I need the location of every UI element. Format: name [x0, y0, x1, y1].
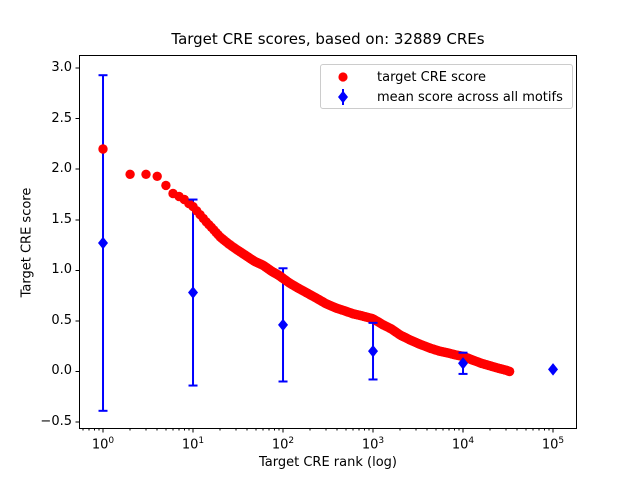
y-tick-label: 0.0 — [51, 363, 72, 379]
mean-diamond-marker — [278, 318, 289, 332]
x-axis-label: Target CRE rank (log) — [259, 455, 397, 470]
legend-item-mean-score: mean score across all motifs — [321, 87, 572, 107]
axes-spines — [79, 55, 577, 429]
y-tick-label: 3.0 — [51, 60, 72, 76]
x-tick-label: 105 — [541, 436, 565, 453]
mean-diamond-marker — [98, 236, 109, 250]
mean-diamond-marker — [188, 286, 199, 299]
x-tick-label: 100 — [91, 436, 115, 453]
mean-diamond-marker — [458, 357, 469, 370]
y-tick-label: 0.5 — [51, 312, 72, 328]
data-point — [98, 144, 108, 154]
x-tick-label: 101 — [181, 436, 205, 453]
x-tick-label: 103 — [361, 436, 385, 453]
x-tick-label: 104 — [451, 436, 475, 453]
data-point — [141, 169, 151, 179]
data-point — [161, 180, 171, 191]
legend-item-target-cre-score: target CRE score — [321, 67, 572, 87]
blue-diamond-errorbar-icon — [321, 88, 365, 106]
legend-label: mean score across all motifs — [377, 89, 563, 105]
y-tick-label: −0.5 — [40, 413, 72, 429]
y-tick-label: 2.5 — [51, 110, 72, 126]
legend: target CRE score mean score across all m… — [320, 64, 573, 109]
red-dot-icon — [321, 70, 365, 84]
mean-diamond-marker — [368, 344, 379, 358]
data-point — [504, 366, 515, 377]
x-tick-label: 102 — [271, 436, 295, 453]
mean-diamond-marker — [548, 363, 559, 376]
red-series-group — [98, 144, 515, 377]
y-tick-label: 2.0 — [51, 161, 72, 177]
y-tick-label: 1.5 — [51, 211, 72, 227]
data-point — [152, 171, 162, 181]
y-tick-label: 1.0 — [51, 262, 72, 278]
chart-title: Target CRE scores, based on: 32889 CREs — [171, 30, 485, 48]
data-point — [125, 169, 135, 179]
legend-label: target CRE score — [377, 69, 487, 85]
